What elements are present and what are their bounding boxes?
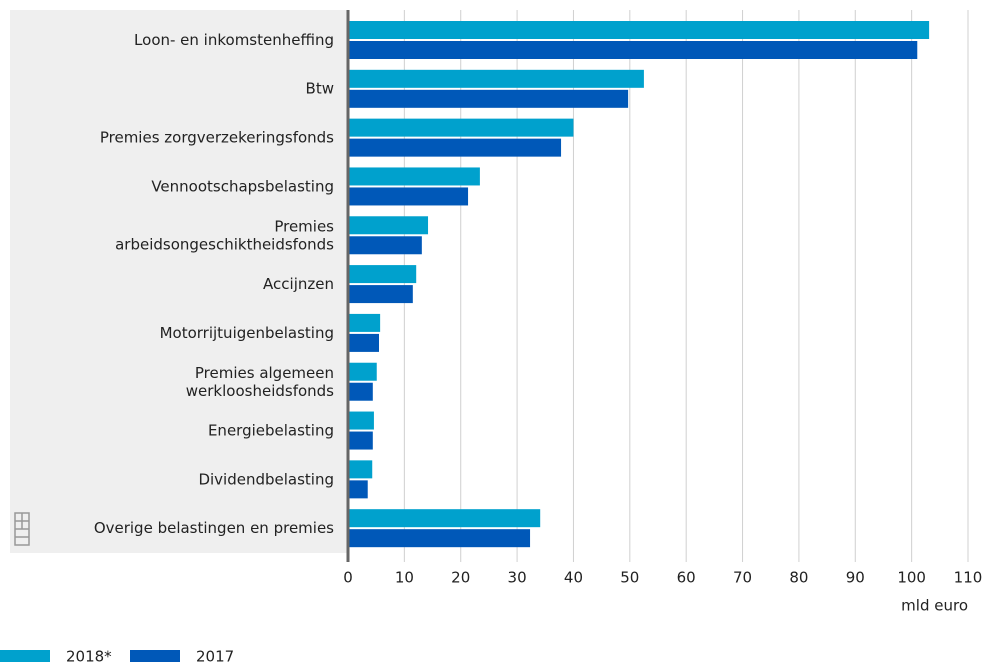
legend-label: 2018* <box>66 648 112 664</box>
bar <box>348 333 379 352</box>
bar <box>348 138 562 157</box>
bar <box>348 480 368 499</box>
y-tick-label: Accijnzen <box>263 275 334 293</box>
bar <box>348 313 381 332</box>
bar <box>348 529 531 548</box>
x-tick-label: 50 <box>620 569 639 587</box>
y-tick-label: Overige belastingen en premies <box>94 519 334 537</box>
bar <box>348 41 918 59</box>
x-tick-label: 20 <box>451 569 470 587</box>
bar <box>348 265 417 284</box>
x-tick-label: 80 <box>789 569 808 587</box>
x-tick-label: 90 <box>846 569 865 587</box>
y-tick-label: Loon- en inkomstenheffing <box>134 31 334 49</box>
bar <box>348 69 644 88</box>
bar <box>348 167 480 186</box>
x-tick-label: 60 <box>677 569 696 587</box>
y-tick-label: Btw <box>306 80 334 98</box>
legend-label: 2017 <box>196 648 234 664</box>
y-tick-label: Premies arbeidsongeschiktheidsfonds <box>115 217 334 253</box>
bar <box>348 509 541 528</box>
y-tick-label: Vennootschapsbelasting <box>151 177 334 195</box>
label-panel <box>10 10 348 553</box>
x-tick-label: 0 <box>343 569 353 587</box>
x-tick-label: 110 <box>954 569 983 587</box>
x-tick-label: 40 <box>564 569 583 587</box>
x-axis-label: mld euro <box>901 597 968 615</box>
x-tick-label: 10 <box>395 569 414 587</box>
x-tick-label: 100 <box>897 569 926 587</box>
legend-swatch <box>130 650 180 662</box>
y-tick-label: Dividendbelasting <box>198 470 334 488</box>
bar <box>348 236 422 255</box>
bar <box>348 460 373 479</box>
y-tick-label: Premies algemeen werkloosheidsfonds <box>186 364 334 400</box>
x-tick-label: 30 <box>508 569 527 587</box>
x-tick-label: 70 <box>733 569 752 587</box>
y-tick-label: Motorrijtuigenbelasting <box>160 324 334 342</box>
bar <box>348 285 413 304</box>
bar <box>348 411 374 430</box>
logo <box>14 512 30 546</box>
bar <box>348 21 930 39</box>
y-tick-label: Premies zorgverzekeringsfonds <box>100 129 334 147</box>
bar <box>348 362 377 381</box>
y-tick-label: Energiebelasting <box>208 421 334 439</box>
bar <box>348 118 574 137</box>
bar <box>348 431 373 450</box>
bar <box>348 382 373 401</box>
bar <box>348 89 629 108</box>
legend-swatch <box>0 650 50 662</box>
bar <box>348 187 469 206</box>
bar <box>348 216 429 235</box>
